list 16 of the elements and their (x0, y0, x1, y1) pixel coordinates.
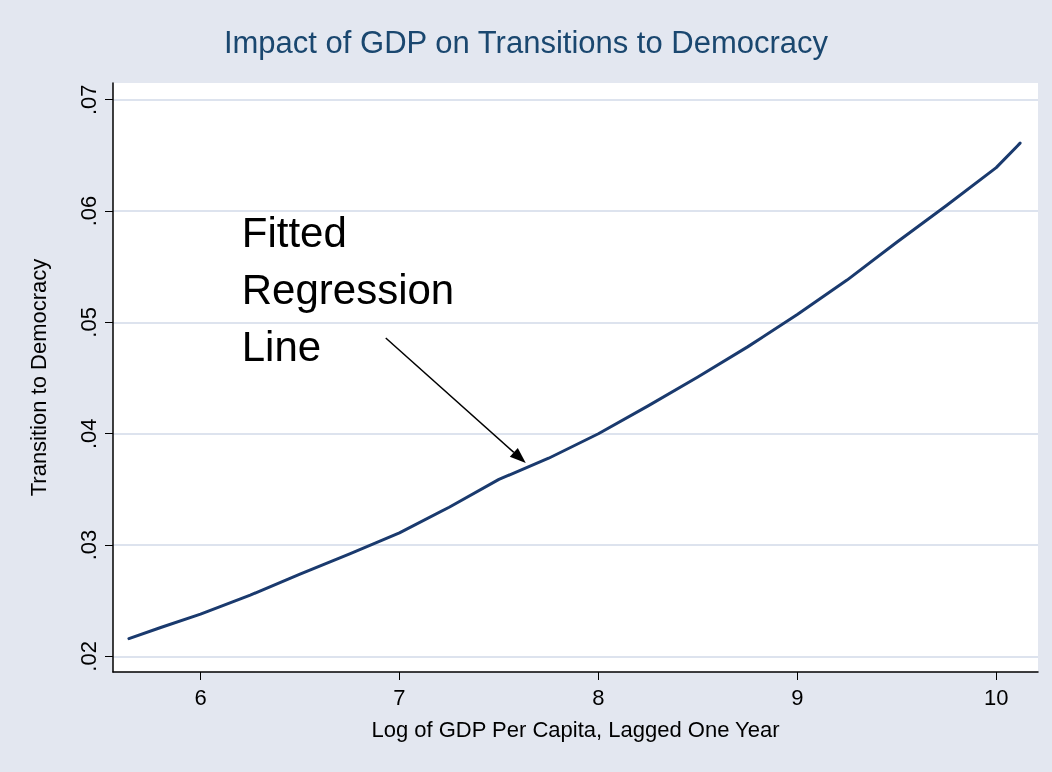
annotation: Fitted Regression Line (241, 209, 466, 371)
y-tick-label: .03 (75, 529, 101, 561)
chart-title: Impact of GDP on Transitions to Democracy (223, 25, 829, 60)
y-tick-label: .07 (75, 84, 101, 115)
x-tick-label: 6 (194, 684, 207, 710)
x-axis-title: Log of GDP Per Capita, Lagged One Year (371, 716, 780, 742)
line-series (127, 141, 1022, 641)
y-axis-title: Transition to Democracy (25, 258, 51, 497)
y-tick-label: .06 (75, 195, 101, 227)
y-tick-label: .04 (75, 418, 101, 450)
y-tick-label: .05 (75, 307, 101, 338)
x-tick-label: 7 (393, 684, 406, 710)
x-tick-label: 8 (592, 684, 605, 710)
x-tick-label: 9 (791, 684, 804, 710)
x-tick-label: 10 (983, 684, 1009, 710)
y-tick-label: .02 (75, 641, 101, 672)
